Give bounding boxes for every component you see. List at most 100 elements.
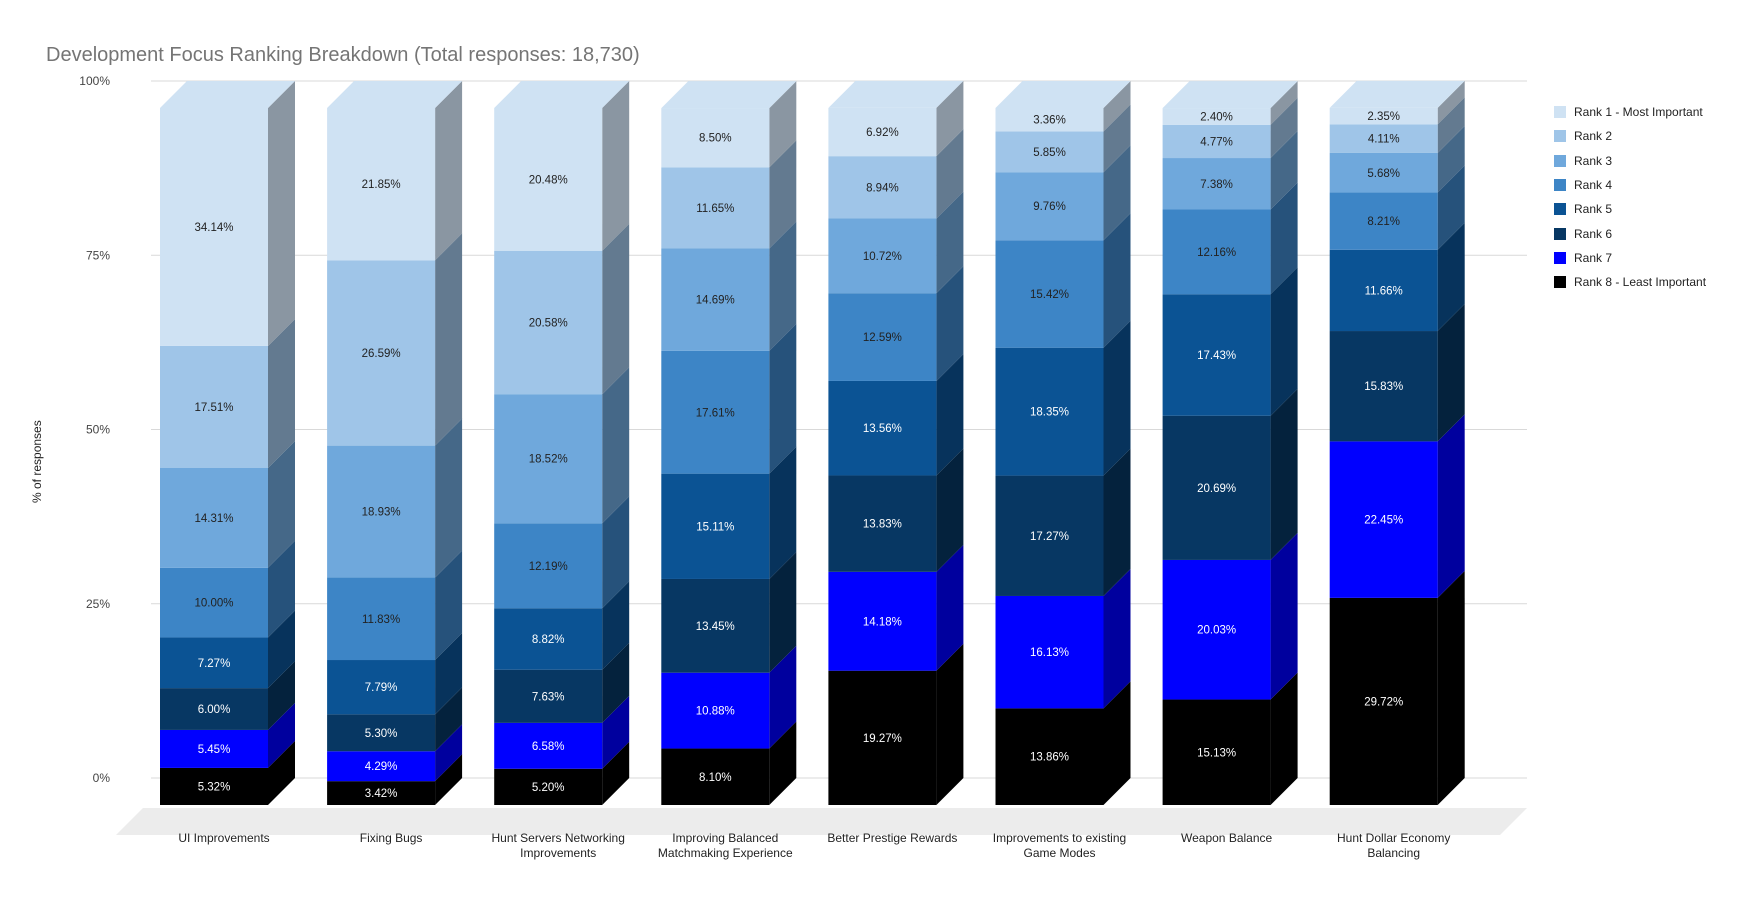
bar-segment: [995, 131, 1104, 173]
x-tick-label: Improvements to existing: [993, 831, 1126, 845]
bar-segment: [995, 108, 1104, 132]
legend-item: Rank 3: [1554, 149, 1706, 173]
bar-segment-side: [435, 233, 463, 446]
bar-segment-side: [936, 191, 964, 294]
bar-segment-side: [1270, 532, 1298, 700]
bar-segment: [1162, 699, 1271, 805]
data-label: 10.72%: [863, 251, 902, 263]
bar-segment: [1162, 209, 1271, 295]
legend-swatch: [1554, 276, 1566, 289]
legend-label: Rank 6: [1574, 226, 1613, 241]
data-label: 11.66%: [1365, 285, 1403, 297]
data-label: 6.92%: [866, 127, 899, 139]
chart-floor: [116, 808, 1527, 835]
data-label: 11.65%: [696, 203, 734, 215]
bar-segment: [995, 347, 1104, 476]
bar-segment-side: [602, 367, 630, 524]
data-label: 15.42%: [1030, 289, 1069, 301]
bar-segment-side: [1103, 213, 1131, 348]
bar-segment-side: [1103, 81, 1131, 132]
bar-segment-side: [769, 645, 797, 749]
legend-swatch: [1554, 106, 1566, 119]
legend-label: Rank 2: [1574, 129, 1613, 144]
bar-segment: [1162, 124, 1271, 159]
bar-segment: [1162, 559, 1271, 700]
bar-segment-side: [602, 581, 630, 670]
bar-segment-side: [1103, 104, 1131, 173]
bar-segment: [661, 748, 770, 805]
axes: 0% 25% 50% 75% 100% UI Improvements Fixing Bug…: [79, 74, 1450, 860]
bar-segment-side: [602, 496, 630, 609]
legend-item: Rank 2: [1554, 124, 1706, 148]
bar-segment: [327, 260, 436, 446]
data-label: 10.88%: [696, 706, 735, 718]
bar-segment: [1162, 108, 1271, 125]
legend-swatch: [1554, 130, 1566, 143]
x-tick-label: Weapon Balance: [1181, 831, 1273, 845]
bar-segment-side: [769, 221, 797, 351]
bar-top: [828, 80, 964, 108]
bar-top: [327, 81, 463, 108]
legend-label: Rank 8 - Least Important: [1574, 275, 1707, 290]
bar-segment: [661, 473, 770, 579]
bar-segment-side: [268, 81, 295, 346]
bar-segment: [1329, 107, 1438, 125]
legend-swatch: [1554, 203, 1566, 216]
bar-segment: [160, 729, 268, 768]
data-label: 5.30%: [365, 728, 398, 740]
bar-segment-side: [1103, 568, 1131, 709]
bar-segment: [1329, 192, 1438, 250]
data-label: 13.56%: [863, 423, 902, 435]
data-label: 15.11%: [696, 521, 734, 533]
data-label: 4.29%: [365, 761, 398, 773]
data-label: 6.00%: [198, 704, 231, 716]
bar-segment-side: [769, 81, 797, 168]
bar-segment-side: [1270, 672, 1298, 805]
bar-segment: [327, 445, 436, 578]
bar-segment-side: [1270, 131, 1298, 210]
data-label: 20.69%: [1197, 483, 1236, 495]
data-label: 14.18%: [863, 616, 902, 628]
bar-segment-side: [936, 266, 964, 381]
bar-segment-side: [936, 448, 964, 572]
data-label: 5.68%: [1367, 168, 1400, 180]
bar-top: [1329, 80, 1465, 108]
bar-segment-side: [936, 129, 964, 219]
bar-segment-side: [1103, 145, 1131, 241]
bar-segment: [494, 523, 603, 609]
bar-segment-side: [1270, 97, 1298, 159]
bar-segment: [1329, 597, 1438, 805]
data-label: 7.63%: [532, 691, 565, 703]
data-label: 8.50%: [699, 133, 732, 145]
bar-segment-side: [1437, 97, 1465, 153]
bar-segment: [828, 475, 937, 572]
bar-segment: [828, 670, 937, 805]
bar-segment: [661, 167, 770, 249]
bar-segment-side: [1103, 320, 1131, 476]
data-label: 17.43%: [1197, 350, 1236, 362]
data-label: 34.14%: [194, 222, 233, 234]
x-tick-label: Hunt Servers Networking: [492, 831, 625, 845]
bar-segment: [995, 475, 1104, 596]
bar-segment: [1162, 415, 1271, 560]
y-tick-label: 100%: [79, 74, 110, 88]
data-labels: 5.32% 5.45% 6.00% 7.27% 10.00% 14.31% 17.51% 34…: [194, 111, 1403, 800]
data-label: 8.94%: [866, 182, 899, 194]
bar-segment: [327, 660, 436, 715]
data-label: 12.59%: [863, 332, 902, 344]
bar-segment-side: [268, 702, 295, 768]
data-label: 17.61%: [696, 407, 735, 419]
x-tick-label: Hunt Dollar Economy: [1337, 831, 1450, 845]
x-tick-label: Balancing: [1367, 846, 1420, 860]
data-label: 11.83%: [362, 614, 400, 626]
bar-segment: [995, 172, 1104, 241]
legend-item: Rank 5: [1554, 197, 1706, 221]
bar-segment: [160, 688, 268, 730]
bar-top: [494, 81, 630, 108]
y-tick-label: 0%: [93, 771, 111, 785]
bar-segment-side: [268, 740, 295, 805]
data-label: 18.52%: [529, 454, 568, 466]
bar-segment-side: [602, 695, 630, 769]
bar-segment-side: [1103, 681, 1131, 805]
